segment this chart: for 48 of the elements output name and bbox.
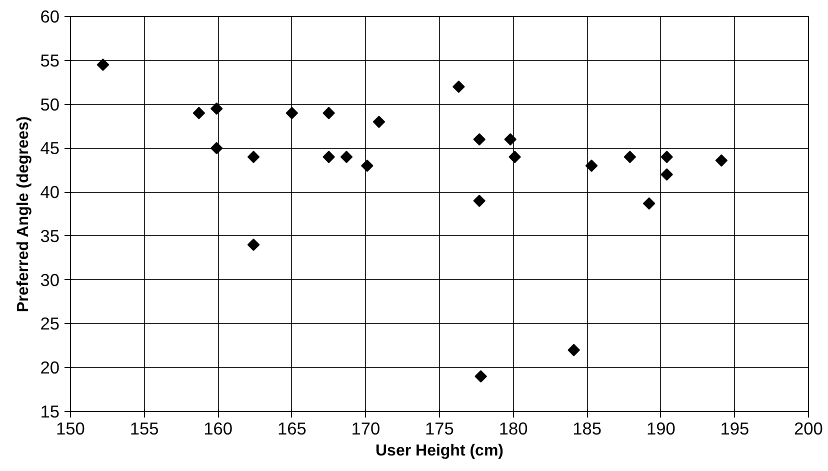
point (247, 150, 260, 164)
x-tick-label: 190 (646, 418, 676, 438)
x-tick-label: 185 (572, 418, 602, 438)
y-tick-label: 35 (40, 226, 60, 246)
point (642, 197, 656, 210)
y-tick-label: 20 (40, 358, 60, 378)
point (660, 150, 673, 164)
point (568, 344, 580, 356)
point (473, 194, 486, 207)
x-tick-label: 180 (498, 418, 528, 438)
x-tick-label: 160 (204, 418, 233, 438)
point (504, 133, 517, 146)
y-tick-label: 45 (40, 138, 60, 158)
x-tick-label: 155 (130, 418, 159, 438)
point (473, 133, 486, 146)
point (340, 150, 353, 164)
point (192, 106, 206, 120)
point (508, 150, 521, 164)
point (210, 102, 223, 115)
y-tick-label: 25 (40, 314, 60, 334)
y-tick-label: 15 (40, 402, 60, 422)
y-tick-label: 30 (40, 270, 60, 290)
x-tick-label: 170 (351, 418, 380, 438)
y-tick-label: 60 (40, 6, 60, 26)
y-tick-label: 40 (40, 182, 60, 202)
point (286, 106, 298, 120)
y-axis-title: Preferred Angle (degrees) (15, 116, 32, 312)
point (322, 150, 335, 164)
point (361, 160, 374, 172)
point (372, 116, 386, 128)
point (585, 160, 598, 172)
point (660, 168, 673, 181)
x-tick-label: 150 (56, 418, 85, 438)
y-tick-label: 50 (40, 94, 60, 114)
point (96, 58, 110, 71)
point (715, 154, 728, 167)
x-axis-title: User Height (cm) (375, 442, 504, 460)
x-tick-label: 165 (277, 418, 306, 438)
point (247, 238, 260, 251)
point (474, 370, 487, 383)
y-tick-label: 55 (40, 50, 60, 70)
point (322, 106, 335, 120)
point (452, 80, 465, 93)
x-tick-label: 200 (794, 418, 823, 438)
x-tick-label: 195 (720, 418, 750, 438)
point (624, 150, 636, 164)
x-tick-label: 175 (425, 418, 454, 438)
point (210, 142, 223, 154)
